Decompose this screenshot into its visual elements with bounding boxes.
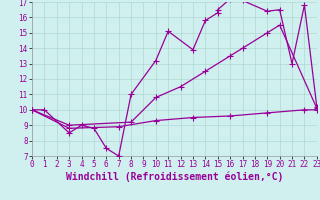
X-axis label: Windchill (Refroidissement éolien,°C): Windchill (Refroidissement éolien,°C) (66, 172, 283, 182)
